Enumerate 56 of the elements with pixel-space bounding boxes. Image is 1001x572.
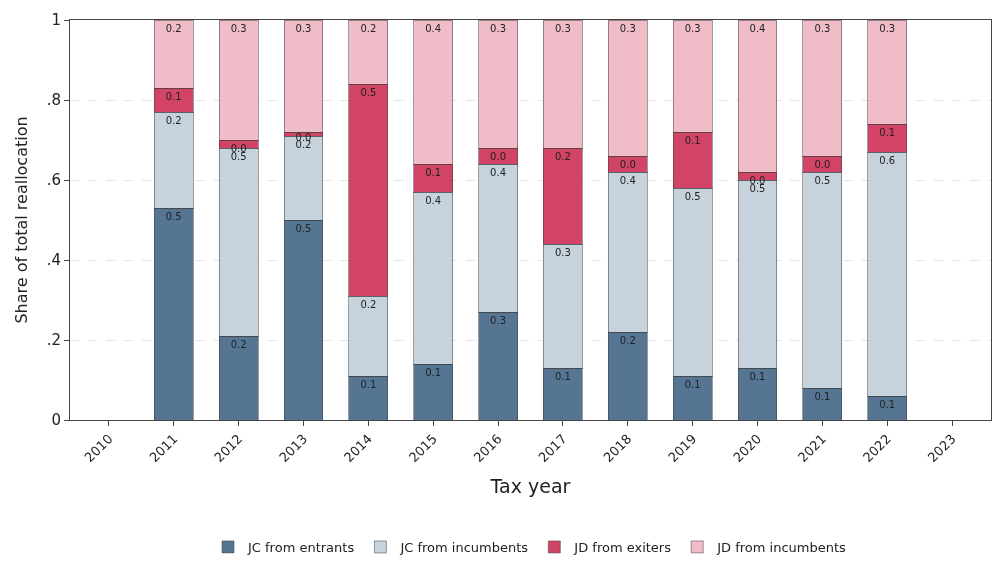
data-label: 0.1 — [879, 399, 896, 410]
data-label: 0.3 — [554, 23, 571, 34]
data-label: 0.5 — [684, 191, 701, 202]
data-label: 0.2 — [165, 23, 182, 34]
data-label: 0.2 — [619, 335, 636, 346]
data-label: 0.5 — [749, 183, 766, 194]
y-tick-label: .2 — [46, 331, 61, 350]
legend-label: JC from incumbents — [399, 540, 529, 556]
data-label: 0.5 — [360, 87, 377, 98]
data-label: 0.3 — [490, 23, 507, 34]
data-label: 0.3 — [490, 315, 507, 326]
data-label: 0.3 — [879, 23, 896, 34]
data-label: 0.2 — [554, 151, 571, 162]
data-label: 0.2 — [360, 299, 377, 310]
data-label: 0.1 — [425, 167, 442, 178]
data-label: 0.2 — [230, 339, 247, 350]
data-label: 0.2 — [360, 23, 377, 34]
data-label: 0.3 — [684, 23, 701, 34]
legend-label: JD from incumbents — [716, 540, 847, 556]
data-label: 0.1 — [879, 127, 896, 138]
data-label: 0.1 — [165, 91, 182, 102]
data-label: 0.1 — [684, 379, 701, 390]
data-label: 0.0 — [619, 159, 636, 170]
data-label: 0.5 — [814, 175, 831, 186]
data-label: 0.1 — [749, 371, 766, 382]
data-label: 0.5 — [295, 223, 312, 234]
data-label: 0.4 — [490, 167, 507, 178]
data-label: 0.5 — [230, 151, 247, 162]
data-label: 0.1 — [425, 367, 442, 378]
y-tick-label: .4 — [46, 251, 61, 270]
data-label: 0.1 — [360, 379, 377, 390]
data-label: 0.1 — [554, 371, 571, 382]
legend-label: JD from exiters — [573, 540, 672, 556]
data-label: 0.1 — [684, 135, 701, 146]
data-label: 0.2 — [165, 115, 182, 126]
y-tick-label: .6 — [46, 171, 61, 190]
y-tick-label: .8 — [46, 91, 61, 110]
data-label: 0.3 — [554, 247, 571, 258]
data-label: 0.3 — [230, 23, 247, 34]
data-label: 0.1 — [814, 391, 831, 402]
legend-label: JC from entrants — [247, 540, 355, 556]
data-label: 0.4 — [619, 175, 636, 186]
data-label: 0.3 — [619, 23, 636, 34]
data-label: 0.4 — [749, 23, 766, 34]
data-label: 0.4 — [425, 195, 442, 206]
data-label: 0.0 — [490, 151, 507, 162]
data-label: 0.4 — [425, 23, 442, 34]
x-axis-title: Tax year — [489, 475, 571, 498]
data-label: 0.3 — [295, 23, 312, 34]
data-label: 0.5 — [165, 211, 182, 222]
data-label: 0.6 — [879, 155, 896, 166]
y-axis-title: Share of total reallocation — [11, 116, 31, 324]
data-label: 0.0 — [814, 159, 831, 170]
y-tick-label: 0 — [51, 411, 61, 430]
y-tick-label: 1 — [51, 11, 61, 30]
data-label: 0.3 — [814, 23, 831, 34]
